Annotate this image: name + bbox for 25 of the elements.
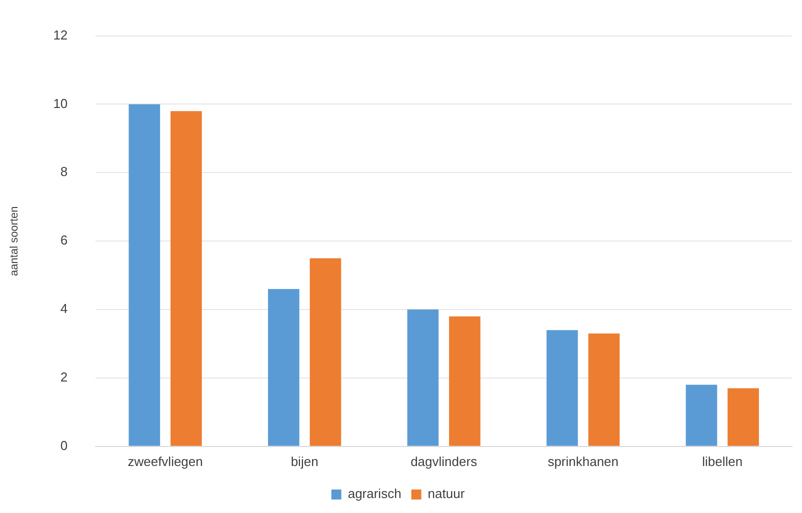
y-tick-label: 6 [60,232,68,248]
bar [310,258,342,446]
bar [728,388,759,446]
x-tick-label: zweefvliegen [128,454,203,469]
y-axis-title: aantal soorten [8,206,21,276]
y-tick-label: 4 [60,301,68,316]
bar [268,289,300,446]
y-tick-label: 2 [60,370,68,385]
legend-label: agrarisch [348,486,402,502]
bar [449,316,480,446]
bar [128,104,160,446]
y-tick-label: 10 [53,96,68,111]
x-tick-label: sprinkhanen [548,454,619,469]
legend-label: natuur [428,486,466,502]
y-tick-label: 0 [60,438,68,453]
y-tick-label: 12 [53,27,68,42]
bar [546,330,578,446]
x-tick-label: dagvlinders [410,454,478,469]
bar [686,384,718,446]
bar [588,333,620,446]
bar [407,310,439,446]
x-tick-label: libellen [702,454,743,469]
y-tick-label: 8 [60,164,68,180]
bar [170,111,202,446]
x-tick-label: bijen [290,454,318,469]
